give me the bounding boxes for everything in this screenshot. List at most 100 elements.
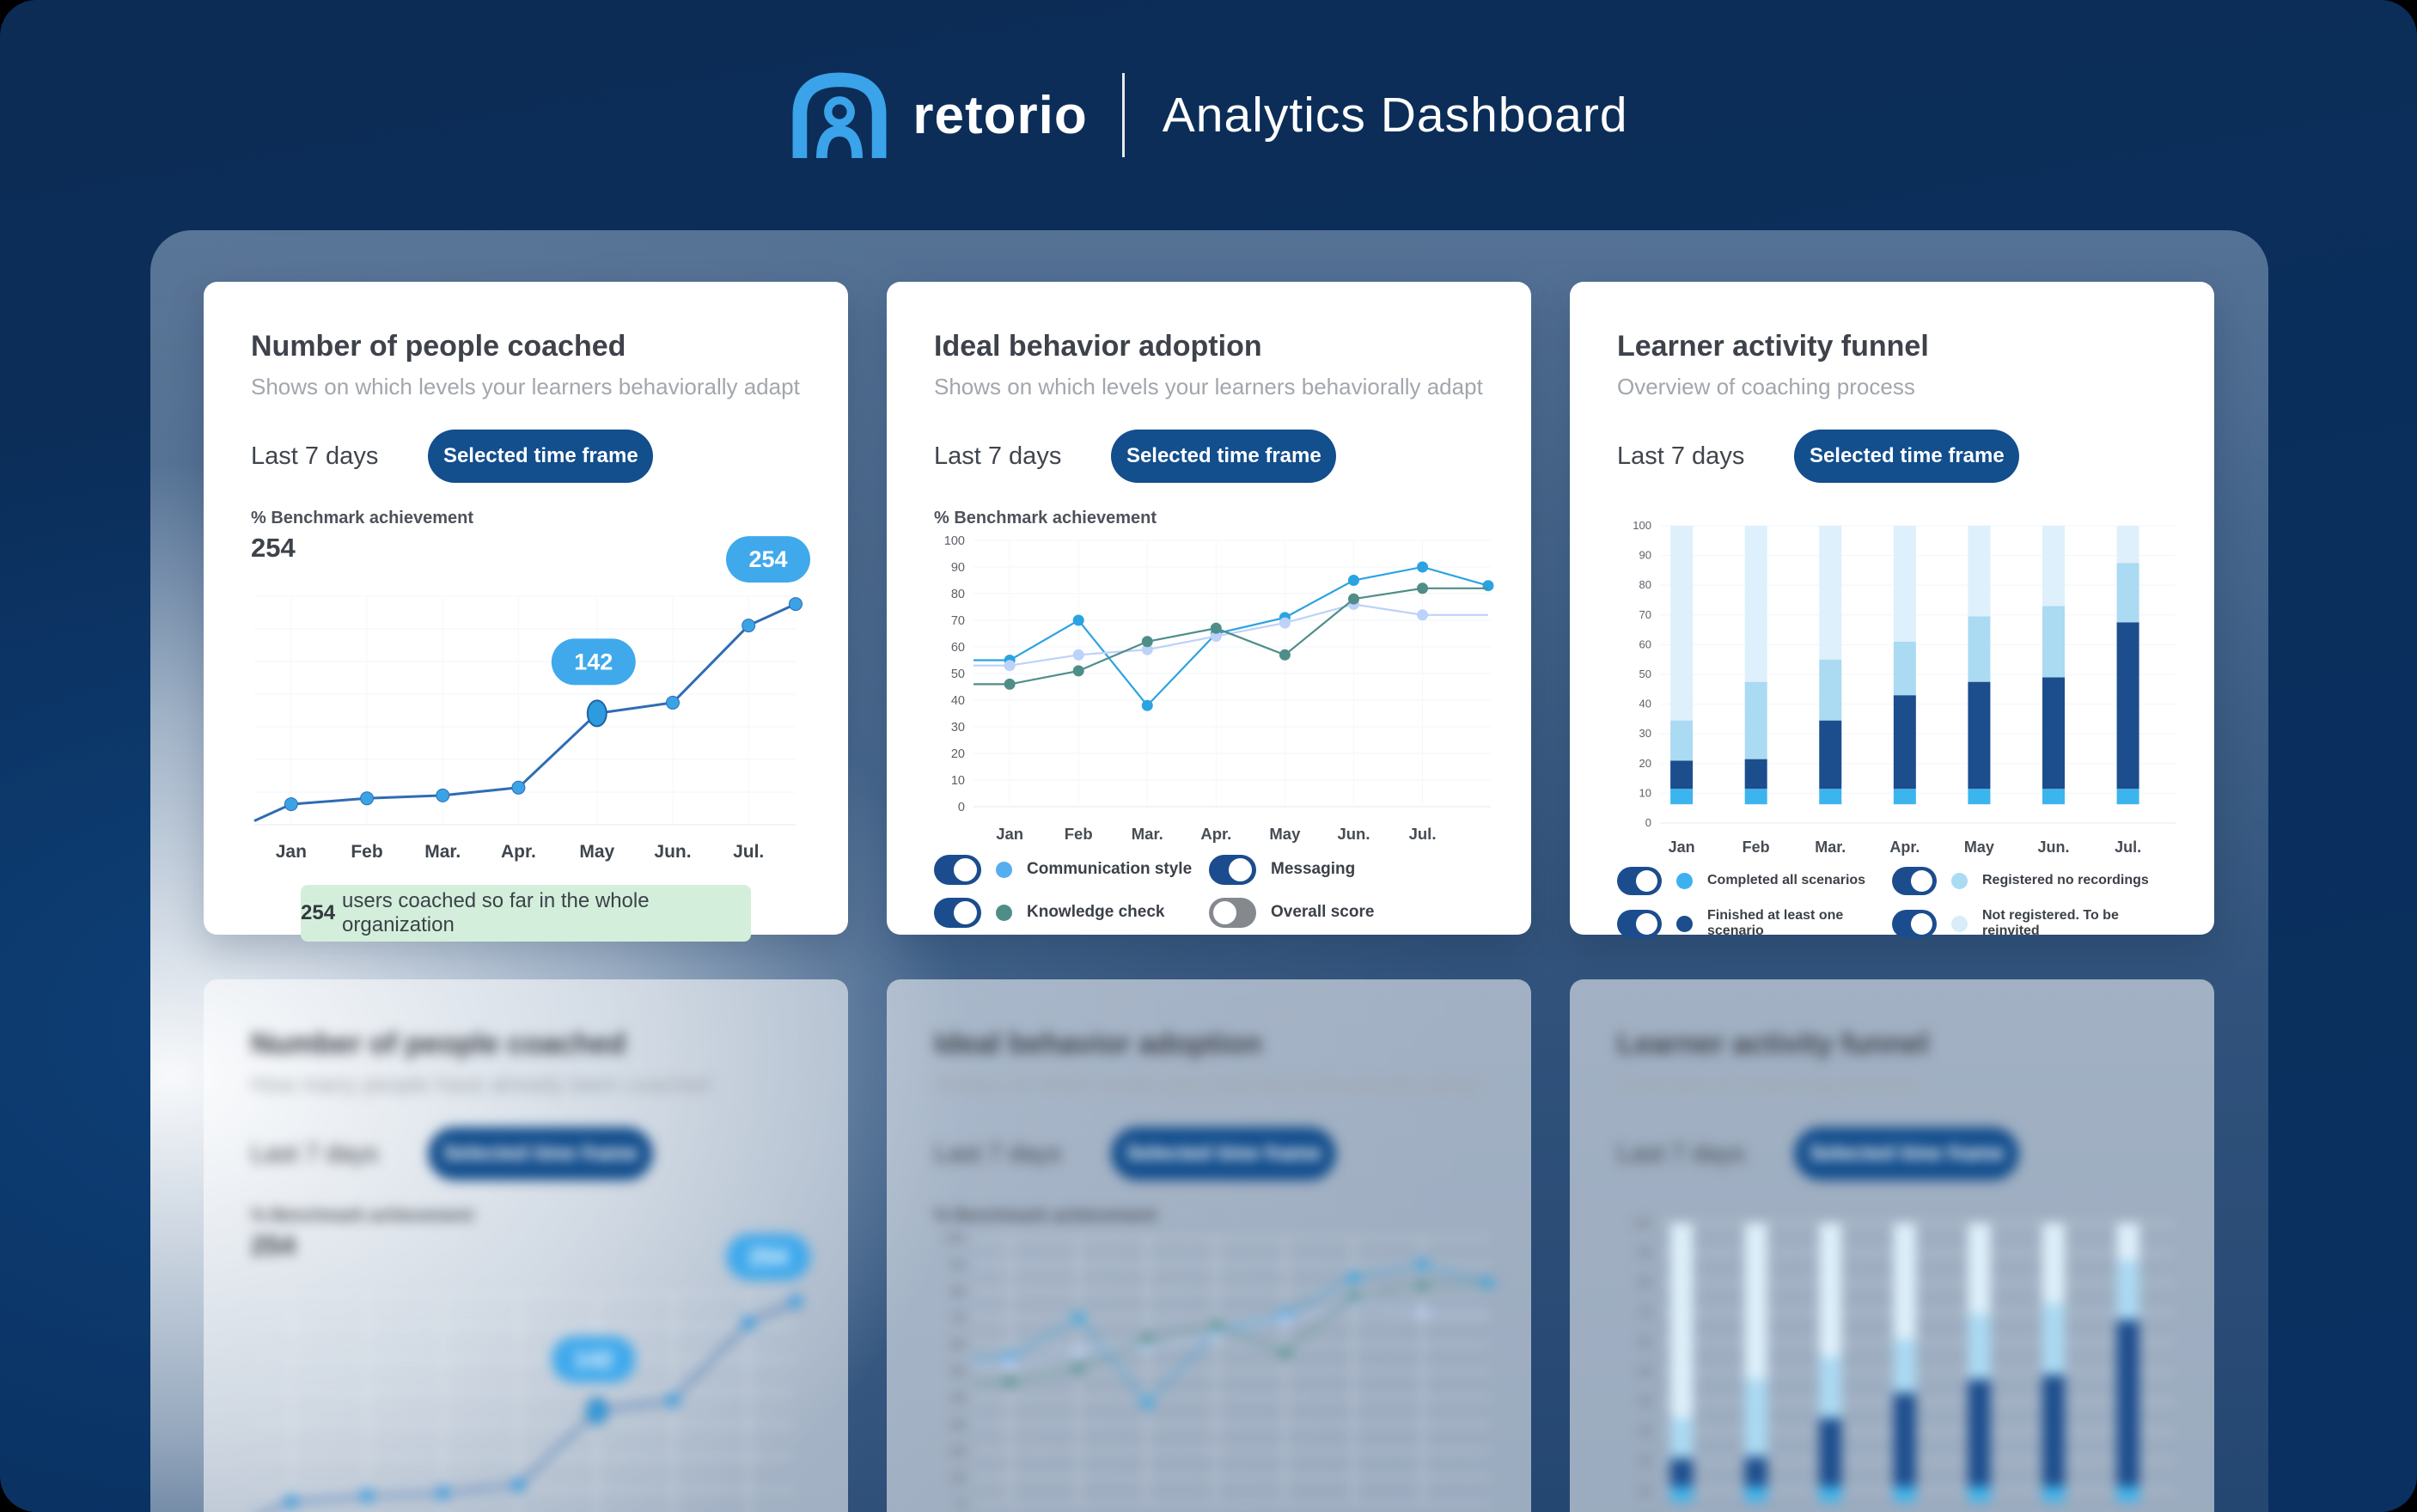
people-coached-line-chart: Jan Feb Mar. Apr. May Jun. Jul. 142 254 bbox=[253, 536, 810, 862]
activity-funnel-bar-chart-blurred: 0102030405060708090100JanFebMar.Apr.MayJ… bbox=[1633, 1216, 2176, 1503]
selected-time-frame-button[interactable]: Selected time frame bbox=[1794, 430, 2020, 483]
svg-text:May: May bbox=[1269, 825, 1301, 843]
svg-text:10: 10 bbox=[1639, 786, 1651, 799]
cards-row-top: Number of people coached Shows on which … bbox=[204, 282, 2215, 942]
card-title: Learner activity funnel bbox=[1617, 1027, 1929, 1060]
svg-text:Mar.: Mar. bbox=[1815, 838, 1846, 856]
header-divider bbox=[1121, 73, 1125, 157]
communication-style-toggle[interactable] bbox=[934, 854, 981, 885]
banner-value: 254 bbox=[301, 901, 336, 924]
not-registered-toggle[interactable] bbox=[1892, 909, 1937, 938]
toggle-knob bbox=[954, 900, 977, 924]
series-color-dot bbox=[1676, 872, 1693, 889]
selected-time-frame-button[interactable]: Selected time frame bbox=[428, 1127, 654, 1180]
y-axis-label: % Benchmark achievement bbox=[251, 1206, 474, 1225]
legend-item-registered-no-rec: Registered no recordings bbox=[1892, 864, 2167, 897]
svg-text:Mar.: Mar. bbox=[1132, 825, 1163, 843]
dashboard-panel: Number of people coached Shows on which … bbox=[150, 230, 2268, 1512]
toggle-knob bbox=[954, 857, 977, 881]
completed-all-toggle[interactable] bbox=[1617, 866, 1662, 895]
card-title: Learner activity funnel bbox=[1617, 330, 1929, 363]
svg-text:Jun.: Jun. bbox=[2038, 838, 2070, 856]
brand-name: retorio bbox=[912, 85, 1088, 145]
selected-time-frame-button[interactable]: Selected time frame bbox=[1111, 430, 1337, 483]
svg-text:Jul.: Jul. bbox=[1409, 825, 1437, 843]
knowledge-check-toggle[interactable] bbox=[934, 897, 981, 928]
svg-text:0: 0 bbox=[958, 801, 965, 814]
card-subtitle: Overview of coaching process bbox=[1617, 1071, 1915, 1097]
selected-time-frame-button[interactable]: Selected time frame bbox=[428, 430, 654, 483]
svg-text:Jun.: Jun. bbox=[1337, 825, 1370, 843]
svg-text:Feb: Feb bbox=[1743, 838, 1770, 856]
timeframe-row: Last 7 days Selected time frame bbox=[934, 1127, 1484, 1180]
legend-label: Finished at least one scenario bbox=[1707, 908, 1844, 938]
legend-item-completed-all: Completed all scenarios bbox=[1617, 864, 1892, 897]
svg-text:Apr.: Apr. bbox=[1889, 838, 1920, 856]
svg-text:Feb: Feb bbox=[351, 842, 382, 862]
svg-text:Apr.: Apr. bbox=[501, 842, 536, 862]
y-axis-label: % Benchmark achievement bbox=[251, 509, 474, 527]
card-title: Ideal behavior adoption bbox=[934, 1027, 1262, 1060]
y-axis-label: % Benchmark achievement bbox=[934, 509, 1157, 527]
activity-funnel-bar-chart: 0 10 20 30 40 50 60 70 80 90 100 Jan Feb Mar. Apr. May J… bbox=[1633, 519, 2176, 856]
svg-text:50: 50 bbox=[1639, 668, 1651, 680]
timeframe-row: Last 7 days Selected time frame bbox=[251, 1127, 801, 1180]
svg-text:10: 10 bbox=[1639, 1484, 1651, 1497]
retorio-logo-icon bbox=[792, 72, 887, 159]
card-subtitle: How many people have already been coache… bbox=[251, 1071, 711, 1097]
svg-text:Mar.: Mar. bbox=[424, 842, 461, 862]
svg-text:70: 70 bbox=[951, 1312, 965, 1326]
selected-time-frame-button[interactable]: Selected time frame bbox=[1794, 1127, 2020, 1180]
legend-label: Completed all scenarios bbox=[1707, 873, 1866, 887]
cards-row-bottom-blurred: Number of people coached How many people… bbox=[204, 979, 2215, 1512]
legend-label: Communication style bbox=[1027, 860, 1193, 878]
svg-text:40: 40 bbox=[1639, 1395, 1651, 1408]
svg-text:142: 142 bbox=[574, 1346, 613, 1372]
behavior-adoption-legend: Communication style Knowledge check bbox=[934, 853, 1484, 929]
svg-text:20: 20 bbox=[951, 1445, 965, 1459]
svg-text:60: 60 bbox=[1639, 1335, 1651, 1348]
legend-item-knowledge-check: Knowledge check bbox=[934, 896, 1209, 929]
svg-text:10: 10 bbox=[951, 774, 965, 788]
legend-item-not-registered: Not registered. To be reinvited bbox=[1892, 907, 2167, 940]
legend-label: Overall score bbox=[1271, 903, 1375, 921]
y-axis-max-value: 254 bbox=[251, 533, 296, 563]
card-title: Number of people coached bbox=[251, 1027, 626, 1060]
svg-text:Jun.: Jun. bbox=[654, 842, 691, 862]
series-color-dot bbox=[996, 904, 1012, 921]
svg-text:254: 254 bbox=[748, 1244, 787, 1270]
svg-text:142: 142 bbox=[574, 649, 613, 674]
svg-text:100: 100 bbox=[944, 1232, 965, 1246]
svg-text:70: 70 bbox=[1639, 608, 1651, 621]
svg-text:80: 80 bbox=[951, 588, 965, 601]
series-color-dot bbox=[1676, 915, 1693, 932]
card-subtitle: Shows on which levels your learners beha… bbox=[934, 1071, 1483, 1097]
svg-text:40: 40 bbox=[951, 1392, 965, 1405]
registered-no-rec-toggle[interactable] bbox=[1892, 866, 1937, 895]
svg-text:80: 80 bbox=[951, 1285, 965, 1299]
svg-text:0: 0 bbox=[1645, 816, 1651, 829]
selected-time-frame-button[interactable]: Selected time frame bbox=[1111, 1127, 1337, 1180]
timeframe-row: Last 7 days Selected time frame bbox=[251, 430, 801, 483]
svg-text:60: 60 bbox=[951, 1338, 965, 1352]
svg-text:70: 70 bbox=[1639, 1306, 1651, 1319]
svg-text:May: May bbox=[1964, 838, 1994, 856]
overall-score-toggle[interactable] bbox=[1209, 897, 1256, 928]
legend-item-messaging: Messaging bbox=[1209, 853, 1484, 886]
svg-text:30: 30 bbox=[1639, 727, 1651, 740]
legend-item-communication-style: Communication style bbox=[934, 853, 1209, 886]
card-title: Number of people coached bbox=[251, 330, 626, 363]
card-title: Ideal behavior adoption bbox=[934, 330, 1262, 363]
finished-one-toggle[interactable] bbox=[1617, 909, 1662, 938]
svg-text:60: 60 bbox=[1639, 637, 1651, 650]
svg-text:80: 80 bbox=[1639, 1276, 1651, 1289]
svg-text:80: 80 bbox=[1639, 578, 1651, 591]
svg-text:100: 100 bbox=[944, 534, 965, 548]
svg-text:20: 20 bbox=[951, 747, 965, 761]
svg-text:30: 30 bbox=[951, 1418, 965, 1432]
behavior-adoption-line-chart: 0 10 20 30 40 50 60 70 80 90 100 Jan Feb Mar. Apr. May J… bbox=[944, 534, 1494, 843]
svg-text:100: 100 bbox=[1633, 1216, 1651, 1229]
svg-text:90: 90 bbox=[951, 561, 965, 575]
svg-text:40: 40 bbox=[1639, 698, 1651, 710]
messaging-toggle[interactable] bbox=[1209, 854, 1256, 885]
